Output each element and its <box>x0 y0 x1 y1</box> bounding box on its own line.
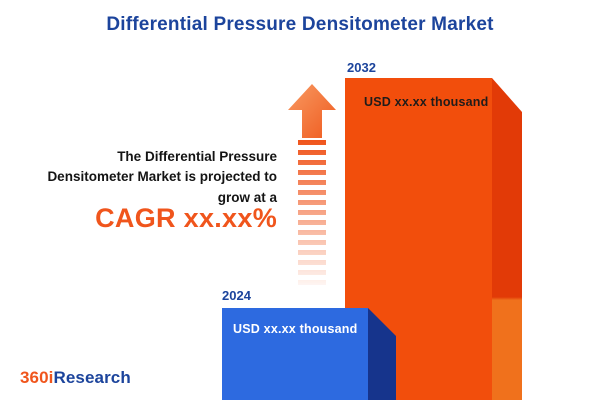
growth-arrow-icon <box>288 84 336 138</box>
bar-2032-side <box>492 78 522 400</box>
bar-value-2032: USD xx.xx thousand <box>364 95 489 109</box>
growth-arrow-tail <box>298 140 326 288</box>
year-label-2024: 2024 <box>222 288 251 303</box>
description-line-3: grow at a <box>217 189 277 205</box>
cagr-text: CAGR xx.xx% <box>95 203 277 233</box>
description-text: The Differential Pressure Densitometer M… <box>17 147 277 208</box>
chart-title: Differential Pressure Densitometer Marke… <box>106 14 494 35</box>
bar-2024-side <box>368 308 396 400</box>
brand-logo-suffix: Research <box>53 368 131 387</box>
description-line-2: Densitometer Market is projected to <box>47 169 277 185</box>
brand-logo-prefix: 360i <box>20 368 54 387</box>
year-label-2032: 2032 <box>347 60 376 75</box>
brand-logo: 360iResearch <box>20 368 131 388</box>
description-line-1: The Differential Pressure <box>117 149 277 164</box>
bar-value-2024: USD xx.xx thousand <box>233 322 358 336</box>
bar-2024-front <box>222 308 368 400</box>
